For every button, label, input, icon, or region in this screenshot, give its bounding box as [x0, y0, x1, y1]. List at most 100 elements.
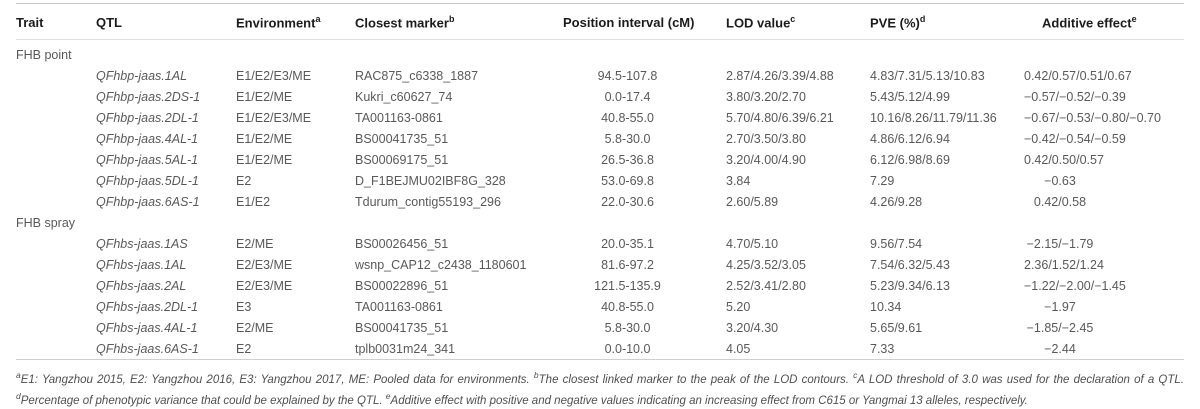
trait-cell-empty: [16, 65, 96, 86]
qtl-cell: QFhbp-jaas.5DL-1: [96, 173, 199, 188]
lod-value-cell: 3.80/3.20/2.70: [726, 89, 806, 104]
column-header-lod-value: LOD valuec: [726, 3, 870, 41]
additive-effect-cell: −0.57/−0.52/−0.39: [1024, 89, 1126, 104]
qtl-cell: QFhbp-jaas.4AL-1: [96, 131, 199, 146]
qtl-cell: QFhbp-jaas.5AL-1: [96, 152, 199, 167]
column-header-qtl: QTL: [96, 3, 236, 41]
trait-cell-empty: [16, 275, 96, 296]
lod-value-cell: 3.20/4.30: [726, 320, 779, 335]
position-interval-cell: 40.8-55.0: [601, 110, 654, 125]
trait-label: FHB point: [16, 47, 72, 62]
qtl-table-container: Trait QTL Environmenta Closest markerb Posit…: [0, 3, 1200, 409]
pve-cell: 4.26/9.28: [870, 194, 923, 209]
additive-effect-cell: 0.42/0.50/0.57: [1024, 152, 1104, 167]
table-row: QFhbs-jaas.1AL E2/E3/ME wsnp_CAP12_c2438_1…: [16, 254, 1184, 275]
column-header-label: Position interval (cM): [563, 14, 695, 30]
position-interval-cell: 5.8-30.0: [604, 131, 651, 146]
environment-cell: E1/E2/E3/ME: [236, 68, 312, 83]
lod-value-cell: 3.20/4.00/4.90: [726, 152, 806, 167]
trait-cell-empty: [16, 191, 96, 212]
environment-cell: E1/E2/ME: [236, 89, 293, 104]
pve-cell: 5.23/9.34/6.13: [870, 278, 950, 293]
column-header-pve: PVE (%)d: [870, 3, 1024, 41]
closest-marker-cell: BS00069175_51: [355, 152, 449, 167]
trait-cell-empty: [16, 170, 96, 191]
table-row: QFhbp-jaas.5DL-1 E2 D_F1BEJMU02IBF8G_328 53…: [16, 170, 1184, 191]
trait-cell-empty: [16, 254, 96, 275]
pve-cell: 10.16/8.26/11.79/11.36: [870, 110, 997, 125]
additive-effect-cell: −0.67/−0.53/−0.80/−0.70: [1024, 110, 1161, 125]
lod-value-cell: 2.70/3.50/3.80: [726, 131, 806, 146]
lod-value-cell: 5.70/4.80/6.39/6.21: [726, 110, 834, 125]
column-header-superscript: d: [919, 14, 926, 24]
additive-effect-cell: −2.15/−1.79: [1026, 236, 1094, 251]
position-interval-cell: 20.0-35.1: [601, 236, 654, 251]
lod-value-cell: 4.05: [726, 341, 751, 356]
pve-cell: 10.34: [870, 299, 902, 314]
closest-marker-cell: BS00041735_51: [355, 320, 449, 335]
pve-cell: 4.83/7.31/5.13/10.83: [870, 68, 985, 83]
footnote-text: Additive effect with positive and negati…: [390, 394, 1028, 407]
qtl-cell: QFhbs-jaas.1AL: [96, 257, 187, 272]
position-interval-cell: 26.5-36.8: [601, 152, 654, 167]
column-header-superscript: c: [790, 14, 796, 24]
pve-cell: 7.54/6.32/5.43: [870, 257, 950, 272]
position-interval-cell: 0.0-10.0: [604, 341, 651, 356]
table-row: QFhbs-jaas.4AL-1 E2/ME BS00041735_51 5.8-30…: [16, 317, 1184, 338]
footnote-text: A LOD threshold of 3.0 was used for the …: [857, 374, 1184, 387]
table-row: QFhbp-jaas.4AL-1 E1/E2/ME BS00041735_51 5.8…: [16, 128, 1184, 149]
closest-marker-cell: Tdurum_contig55193_296: [355, 194, 501, 209]
footnote-text: Percentage of phenotypic variance that c…: [20, 394, 383, 407]
qtl-cell: QFhbs-jaas.2DL-1: [96, 299, 199, 314]
footnote-text: The closest linked marker to the peak of…: [538, 374, 849, 387]
column-header-environment: Environmenta: [236, 3, 355, 41]
column-header-label: LOD value: [726, 15, 791, 31]
qtl-cell: QFhbp-jaas.1AL: [96, 68, 188, 83]
additive-effect-cell: 2.36/1.52/1.24: [1024, 257, 1104, 272]
environment-cell: E1/E2/ME: [236, 131, 293, 146]
trait-cell-empty: [16, 317, 96, 338]
closest-marker-cell: TA001163-0861: [355, 299, 443, 314]
trait-cell-empty: [16, 86, 96, 107]
column-header-label: Environment: [236, 15, 316, 31]
environment-cell: E2/ME: [236, 236, 274, 251]
lod-value-cell: 2.60/5.89: [726, 194, 779, 209]
table-row: QFhbp-jaas.1AL E1/E2/E3/ME RAC875_c6338_18…: [16, 65, 1184, 86]
column-header-additive-effect: Additive effecte: [1024, 3, 1184, 41]
environment-cell: E3: [236, 299, 252, 314]
additive-effect-cell: −2.44: [1044, 341, 1076, 356]
lod-value-cell: 5.20: [726, 299, 751, 314]
footnote-superscript: c: [853, 370, 858, 381]
trait-group-row: FHB spray: [16, 212, 1184, 233]
qtl-table: Trait QTL Environmenta Closest markerb Posit…: [16, 3, 1184, 361]
table-row: QFhbp-jaas.5AL-1 E1/E2/ME BS00069175_51 26.…: [16, 149, 1184, 170]
trait-cell-empty: [16, 149, 96, 170]
environment-cell: E2/ME: [236, 320, 274, 335]
environment-cell: E1/E2/E3/ME: [236, 110, 312, 125]
trait-group-row: FHB point: [16, 40, 1184, 66]
pve-cell: 5.43/5.12/4.99: [870, 89, 950, 104]
position-interval-cell: 22.0-30.6: [601, 194, 654, 209]
closest-marker-cell: TA001163-0861: [355, 110, 443, 125]
additive-effect-cell: −1.97: [1044, 299, 1076, 314]
additive-effect-cell: −1.22/−2.00/−1.45: [1024, 278, 1126, 293]
qtl-cell: QFhbp-jaas.2DS-1: [96, 89, 201, 104]
environment-cell: E2: [236, 341, 252, 356]
footnote-superscript: d: [16, 391, 21, 402]
closest-marker-cell: wsnp_CAP12_c2438_1180601: [355, 257, 527, 272]
pve-cell: 5.65/9.61: [870, 320, 923, 335]
header-row: Trait QTL Environmenta Closest markerb Posit…: [16, 3, 1184, 41]
closest-marker-cell: tplb0031m24_341: [355, 341, 456, 356]
trait-label: FHB spray: [16, 215, 76, 230]
closest-marker-cell: Kukri_c60627_74: [355, 89, 453, 104]
pve-cell: 9.56/7.54: [870, 236, 923, 251]
environment-cell: E1/E2: [236, 194, 271, 209]
pve-cell: 6.12/6.98/8.69: [870, 152, 950, 167]
column-header-label: Additive effect: [1042, 15, 1132, 31]
lod-value-cell: 2.87/4.26/3.39/4.88: [726, 68, 834, 83]
position-interval-cell: 81.6-97.2: [601, 257, 654, 272]
table-row: QFhbs-jaas.2DL-1 E3 TA001163-0861 40.8-55.0…: [16, 296, 1184, 317]
closest-marker-cell: BS00026456_51: [355, 236, 449, 251]
column-header-label: QTL: [96, 14, 122, 30]
closest-marker-cell: BS00041735_51: [355, 131, 449, 146]
